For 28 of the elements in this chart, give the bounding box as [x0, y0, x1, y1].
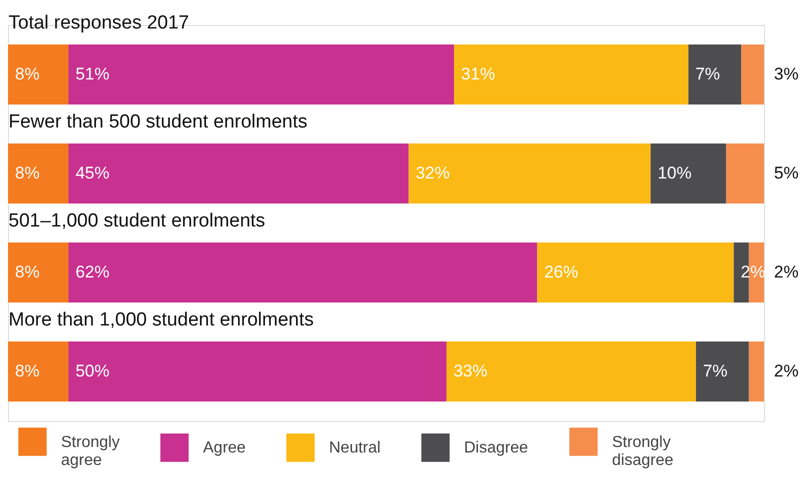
legend-label: Agree — [203, 440, 246, 457]
data-label: 5% — [774, 164, 799, 182]
data-label: 33% — [453, 362, 488, 380]
data-label: 8% — [15, 362, 40, 380]
data-label: 50% — [75, 362, 110, 380]
data-label: 45% — [75, 164, 110, 182]
data-label: 10% — [658, 164, 692, 182]
y-tick-label: Total responses 2017 — [8, 12, 190, 34]
data-label: 3% — [774, 64, 799, 84]
data-label: 7% — [702, 362, 728, 380]
data-label: 51% — [75, 64, 110, 84]
data-label: 62% — [75, 262, 110, 282]
y-tick-label: 501–1,000 student enrolments — [8, 210, 266, 232]
y-tick-label: More than 1,000 student enrolments — [8, 310, 314, 330]
y-tick-label: Fewer than 500 student enrolments — [8, 112, 308, 132]
legend-label: Neutral — [329, 440, 381, 457]
legend-label: Disagree — [464, 440, 528, 457]
legend-label: Strongly disagree — [612, 434, 674, 469]
data-label: 31% — [461, 64, 496, 84]
legend-label: Strongly agree — [61, 434, 120, 469]
data-label: 2% — [774, 262, 799, 282]
data-label: 8% — [15, 262, 40, 282]
data-label: 32% — [416, 164, 450, 182]
data-label: 26% — [544, 262, 578, 282]
data-label: 8% — [15, 164, 40, 182]
data-label: 2% — [774, 362, 799, 380]
data-label: 7% — [695, 64, 720, 84]
data-label: 8% — [15, 64, 40, 84]
